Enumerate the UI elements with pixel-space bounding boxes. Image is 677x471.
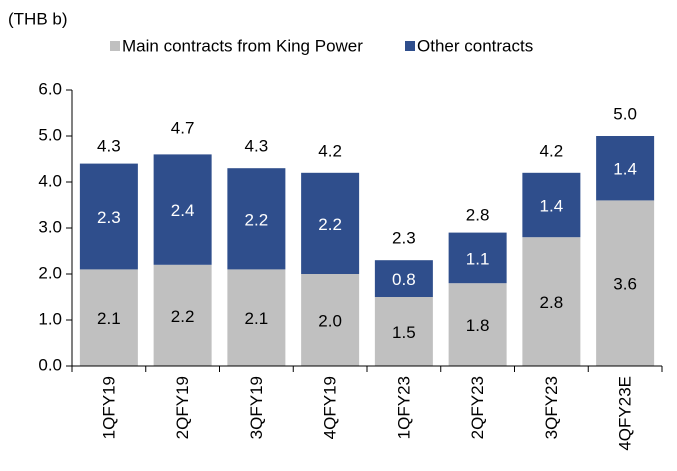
bar-segment [448, 283, 507, 366]
x-tick-label: 1QFY19 [99, 376, 118, 439]
bar-segment [374, 297, 433, 366]
data-label: 2.1 [245, 309, 269, 328]
data-label: 3.6 [613, 275, 637, 294]
bar-segment [522, 237, 581, 366]
bar-segment [79, 269, 138, 366]
total-label: 4.2 [540, 141, 564, 160]
data-label: 1.8 [466, 316, 490, 335]
data-label: 2.8 [540, 293, 564, 312]
bar-segment [522, 172, 581, 238]
data-label: 2.0 [318, 311, 342, 330]
legend-label: Other contracts [417, 36, 533, 55]
total-label: 4.2 [318, 141, 342, 160]
y-tick-label: 0.0 [38, 355, 62, 374]
bar-segment [448, 232, 507, 284]
legend-swatch [405, 41, 415, 51]
bar-segment [227, 269, 286, 366]
legend-label: Main contracts from King Power [122, 36, 363, 55]
bar-segment [301, 172, 360, 274]
x-tick-label: 3QFY23 [542, 376, 561, 439]
data-label: 2.4 [171, 201, 195, 220]
total-label: 5.0 [613, 104, 637, 123]
data-label: 2.1 [97, 309, 121, 328]
total-label: 2.8 [466, 206, 490, 225]
x-tick-label: 4QFY23E [616, 376, 635, 451]
x-tick-label: 3QFY19 [247, 376, 266, 439]
x-tick-label: 4QFY19 [321, 376, 340, 439]
y-tick-label: 2.0 [38, 263, 62, 282]
data-label: 1.5 [392, 323, 416, 342]
unit-label: (THB b) [8, 9, 68, 28]
x-tick-label: 2QFY19 [173, 376, 192, 439]
data-label: 1.1 [466, 249, 490, 268]
x-tick-label: 2QFY23 [468, 376, 487, 439]
data-label: 1.4 [540, 196, 564, 215]
y-tick-label: 5.0 [38, 125, 62, 144]
y-tick-label: 1.0 [38, 309, 62, 328]
bar-segment [596, 136, 655, 201]
total-label: 4.3 [97, 137, 121, 156]
bar-segment [227, 168, 286, 270]
bar-segment [596, 200, 655, 366]
data-label: 2.2 [245, 210, 269, 229]
bar-segment [153, 154, 212, 265]
data-label: 2.3 [97, 208, 121, 227]
data-label: 2.2 [318, 215, 342, 234]
total-label: 4.3 [245, 137, 269, 156]
legend-swatch [110, 41, 120, 51]
x-tick-label: 1QFY23 [394, 376, 413, 439]
total-label: 2.3 [392, 229, 416, 248]
y-tick-label: 4.0 [38, 171, 62, 190]
bar-segment [79, 163, 138, 270]
y-tick-label: 3.0 [38, 217, 62, 236]
total-label: 4.7 [171, 118, 195, 137]
y-tick-label: 6.0 [38, 79, 62, 98]
data-label: 1.4 [613, 160, 637, 179]
data-label: 0.8 [392, 270, 416, 289]
bar-segment [153, 264, 212, 366]
bar-segment [301, 274, 360, 366]
data-label: 2.2 [171, 307, 195, 326]
bar-segment [374, 260, 433, 297]
